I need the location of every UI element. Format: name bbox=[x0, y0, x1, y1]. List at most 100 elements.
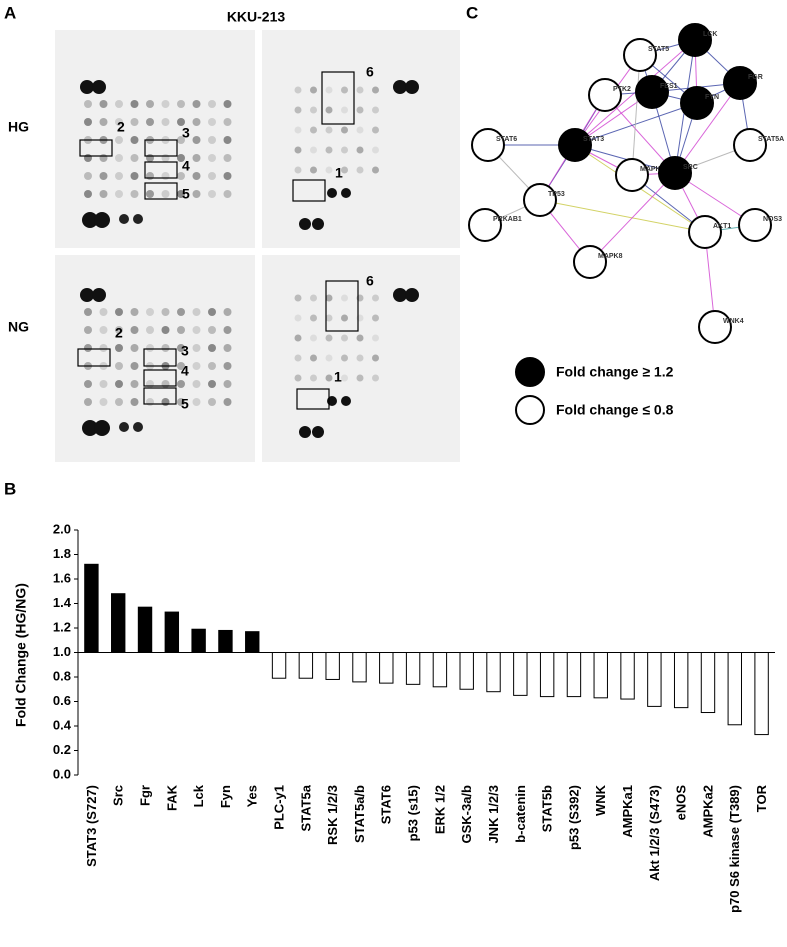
network-node bbox=[623, 38, 657, 72]
box-label: 6 bbox=[366, 273, 374, 289]
node-label: MAPK bbox=[640, 166, 661, 173]
highlight-box bbox=[144, 139, 178, 157]
y-tick-label: 1.2 bbox=[53, 619, 71, 634]
bar bbox=[325, 652, 340, 680]
blot-spot bbox=[94, 420, 110, 436]
blot-spot bbox=[223, 154, 232, 162]
blot-spot bbox=[99, 398, 108, 406]
highlight-box bbox=[296, 388, 330, 410]
legend-label: Fold change ≤ 0.8 bbox=[556, 402, 674, 418]
blot-spot bbox=[294, 354, 302, 362]
blot-spot bbox=[310, 86, 317, 94]
network-node bbox=[680, 86, 714, 120]
blot-spot bbox=[99, 118, 108, 126]
legend-symbol bbox=[515, 395, 545, 425]
blot-spot bbox=[223, 344, 232, 352]
blot-spot bbox=[356, 146, 364, 154]
blot-spot bbox=[223, 172, 232, 180]
blot-spot bbox=[99, 326, 108, 334]
blot-spot bbox=[223, 190, 232, 198]
y-tick-label: 1.6 bbox=[53, 570, 71, 585]
x-tick-label: Fyn bbox=[218, 785, 233, 808]
box-label: 6 bbox=[366, 64, 374, 80]
blot-spot bbox=[130, 136, 139, 144]
bar bbox=[754, 652, 769, 736]
y-tick-label: 2.0 bbox=[53, 521, 71, 536]
bar bbox=[486, 652, 501, 693]
blot-spot bbox=[310, 126, 317, 134]
x-tick-label: STAT5a bbox=[298, 784, 313, 831]
highlight-box bbox=[292, 179, 326, 202]
x-tick-label: Akt 1/2/3 (S473) bbox=[647, 785, 662, 881]
blot-spot bbox=[133, 422, 143, 432]
blot-spot bbox=[208, 172, 216, 180]
x-tick-label: Yes bbox=[245, 785, 260, 807]
blot-spot bbox=[115, 362, 123, 370]
blot-spot bbox=[161, 190, 170, 198]
highlight-box bbox=[143, 387, 177, 405]
x-tick-label: WNK bbox=[593, 784, 608, 816]
blot-spot bbox=[310, 294, 317, 302]
legend-symbol bbox=[515, 357, 545, 387]
bar bbox=[137, 606, 153, 653]
network-edge bbox=[574, 144, 676, 174]
row-label: HG bbox=[8, 119, 29, 135]
box-label: 5 bbox=[182, 186, 190, 202]
blot-spot bbox=[177, 118, 185, 126]
bar bbox=[271, 652, 287, 679]
blot-spot bbox=[177, 136, 185, 144]
blot-spot bbox=[192, 308, 201, 316]
box-label: 2 bbox=[115, 325, 123, 341]
blot-spot bbox=[115, 344, 123, 352]
x-tick-label: RSK 1/2/3 bbox=[325, 785, 340, 845]
node-label: FGR bbox=[748, 74, 763, 81]
blot-spot bbox=[115, 398, 123, 406]
blot-spot bbox=[192, 136, 201, 144]
bar bbox=[405, 652, 421, 685]
blot-spot bbox=[119, 214, 129, 224]
blot-spot bbox=[130, 172, 139, 180]
network-node bbox=[738, 208, 772, 242]
blot-spot bbox=[208, 398, 216, 406]
blot-membrane bbox=[262, 30, 460, 248]
node-label: PRKAB1 bbox=[493, 216, 522, 223]
blot-spot bbox=[223, 326, 232, 334]
x-tick-label: Src bbox=[111, 785, 126, 806]
blot-spot bbox=[99, 308, 108, 316]
blot-spot bbox=[130, 308, 139, 316]
blot-spot bbox=[325, 294, 333, 302]
bar-chart: 0.0 0.2 0.4 0.6 0.8 1.0 1.2 1.4 1.6 1.8 2.0 Fold Ch… bbox=[13, 521, 775, 913]
blot-spot bbox=[372, 86, 379, 94]
blot-spot bbox=[325, 86, 333, 94]
blot-spot bbox=[192, 100, 201, 108]
blot-spot bbox=[82, 212, 98, 228]
blot-spot bbox=[161, 398, 170, 406]
blot-spot bbox=[223, 136, 232, 144]
x-tick-label: GSK-3a/b bbox=[459, 785, 474, 844]
blot-spot bbox=[341, 106, 348, 114]
blot-spot bbox=[223, 308, 232, 316]
blot-spot bbox=[161, 380, 170, 388]
panel-label: A bbox=[4, 3, 16, 22]
blot-spot bbox=[223, 100, 232, 108]
network-node bbox=[698, 310, 732, 344]
blot-spot bbox=[146, 326, 154, 334]
blot-spot bbox=[341, 334, 348, 342]
blot-spot bbox=[294, 126, 302, 134]
blot-spot bbox=[341, 314, 348, 322]
x-tick-label: p53 (s15) bbox=[406, 785, 421, 841]
blot-spot bbox=[84, 154, 92, 162]
blot-spot bbox=[99, 100, 108, 108]
x-tick-label: Lck bbox=[191, 784, 206, 807]
blot-spot bbox=[99, 172, 108, 180]
bar bbox=[218, 629, 233, 654]
blot-spot bbox=[99, 344, 108, 352]
network-edge bbox=[589, 172, 676, 263]
blot-spot bbox=[372, 354, 379, 362]
blot-spot bbox=[356, 166, 364, 174]
network-node bbox=[558, 128, 592, 162]
blot-spot bbox=[310, 106, 317, 114]
bar bbox=[459, 652, 474, 690]
y-tick-label: 1.4 bbox=[53, 595, 72, 610]
